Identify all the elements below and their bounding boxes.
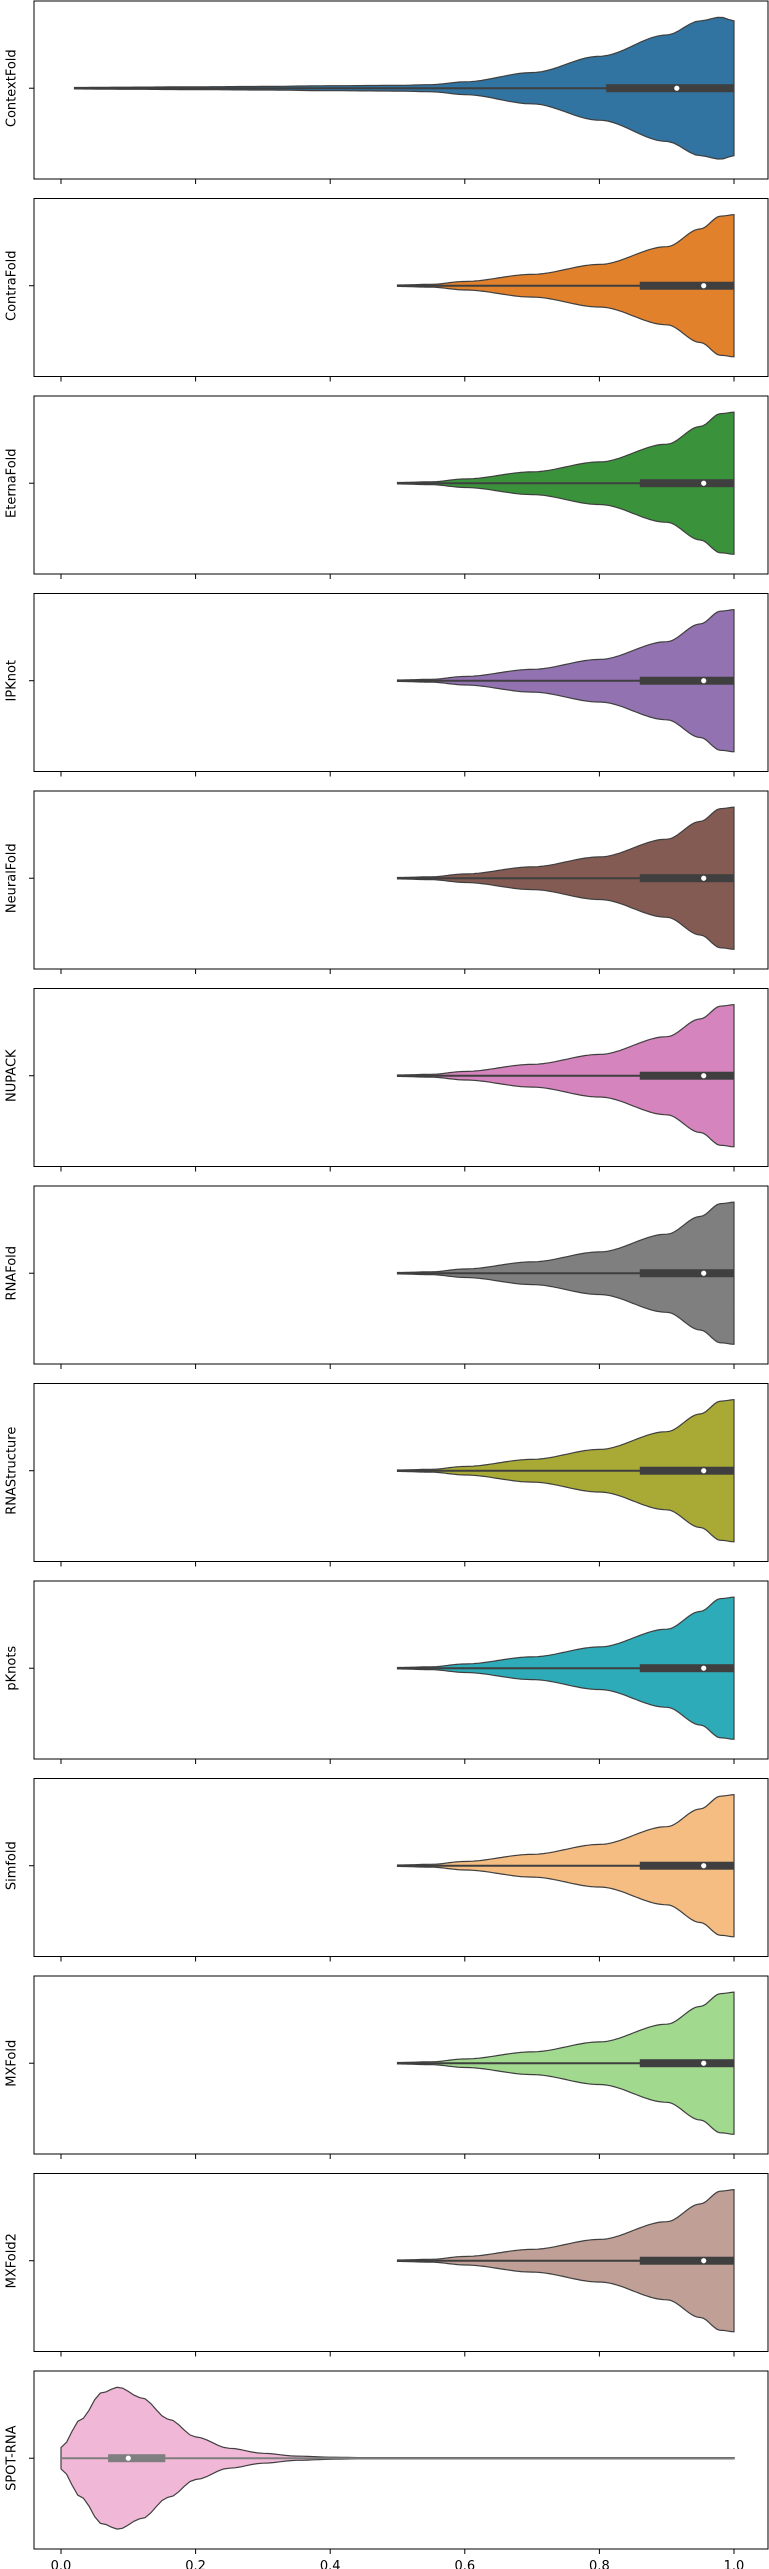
panel-mxfold2: MXFold2 <box>5 2173 769 2357</box>
median-marker-contextfold <box>674 85 680 91</box>
iqr-box-ipknot <box>639 676 734 685</box>
median-marker-spot-rna <box>125 2455 131 2461</box>
axes-frame-nupack <box>33 988 769 1167</box>
axes-frame-neuralfold <box>33 790 769 970</box>
ytick-label-spot-rna: SPOT-RNA <box>5 2425 20 2491</box>
iqr-box-rnastructure <box>639 1466 734 1475</box>
ytick-label-pknots: pKnots <box>5 1646 20 1691</box>
iqr-box-mxfold <box>639 2059 734 2068</box>
median-marker-pknots <box>701 1665 707 1671</box>
iqr-box-contrafold <box>639 281 734 290</box>
panel-ipknot: IPKnot <box>5 593 769 777</box>
median-marker-simfold <box>701 1863 707 1869</box>
xtick-label-0: 0.0 <box>51 2559 72 2569</box>
xtick-label-5: 1.0 <box>724 2559 745 2569</box>
iqr-box-spot-rna <box>108 2454 166 2463</box>
axes-frame-ipknot <box>33 593 769 772</box>
panel-pknots: pKnots <box>5 1580 769 1764</box>
ytick-label-rnastructure: RNAStructure <box>5 1427 20 1515</box>
axes-frame-spot-rna <box>33 2370 769 2550</box>
axes-frame-mxfold <box>33 1975 769 2155</box>
iqr-box-nupack <box>639 1071 734 1080</box>
xtick-label-1: 0.2 <box>185 2559 206 2569</box>
median-marker-neuralfold <box>701 875 707 881</box>
panel-spot-rna: SPOT-RNA 0.0 0.2 0.4 0.6 0.8 1.0 <box>5 2370 769 2569</box>
panel-rnastructure: RNAStructure <box>5 1383 769 1567</box>
axes-frame-simfold <box>33 1778 769 1957</box>
ytick-label-simfold: Simfold <box>5 1841 20 1890</box>
median-marker-contrafold <box>701 283 707 289</box>
ytick-label-neuralfold: NeuralFold <box>5 843 20 913</box>
panel-simfold: Simfold <box>5 1778 769 1962</box>
panel-eternafold: EternaFold <box>5 395 769 579</box>
median-marker-rnastructure <box>701 1468 707 1474</box>
ytick-label-eternafold: EternaFold <box>5 448 20 517</box>
iqr-box-mxfold2 <box>639 2256 734 2265</box>
iqr-box-simfold <box>639 1861 734 1870</box>
axes-frame-eternafold <box>33 395 769 575</box>
iqr-box-pknots <box>639 1664 734 1673</box>
xtick-label-2: 0.4 <box>320 2559 341 2569</box>
iqr-box-neuralfold <box>639 874 734 883</box>
axes-frame-rnafold <box>33 1185 769 1365</box>
panel-mxfold: MXFold <box>5 1975 769 2159</box>
ytick-label-ipknot: IPKnot <box>5 660 20 702</box>
panel-nupack: NUPACK <box>5 988 769 1172</box>
median-marker-ipknot <box>701 678 707 684</box>
median-marker-eternafold <box>701 480 707 486</box>
ytick-label-mxfold: MXFold <box>5 2040 20 2087</box>
ytick-label-contextfold: ContextFold <box>5 49 20 127</box>
panel-neuralfold: NeuralFold <box>5 790 769 974</box>
panel-contrafold: ContraFold <box>5 198 769 382</box>
median-marker-mxfold2 <box>701 2258 707 2264</box>
iqr-box-contextfold <box>606 84 734 93</box>
iqr-box-rnafold <box>639 1269 734 1278</box>
median-marker-mxfold <box>701 2060 707 2066</box>
axes-frame-mxfold2 <box>33 2173 769 2352</box>
median-marker-rnafold <box>701 1270 707 1276</box>
panel-rnafold: RNAFold <box>5 1185 769 1369</box>
ytick-label-contrafold: ContraFold <box>5 250 20 321</box>
median-marker-nupack <box>701 1073 707 1079</box>
axes-frame-pknots <box>33 1580 769 1760</box>
ytick-label-mxfold2: MXFold2 <box>5 2233 20 2288</box>
ytick-label-nupack: NUPACK <box>5 1049 20 1102</box>
panel-contextfold: ContextFold <box>5 0 769 184</box>
axes-frame-contrafold <box>33 198 769 377</box>
axes-frame-contextfold <box>33 0 769 180</box>
ytick-label-rnafold: RNAFold <box>5 1246 20 1300</box>
xtick-label-4: 0.8 <box>589 2559 610 2569</box>
iqr-box-eternafold <box>639 479 734 488</box>
xtick-label-3: 0.6 <box>454 2559 475 2569</box>
axes-frame-rnastructure <box>33 1383 769 1562</box>
